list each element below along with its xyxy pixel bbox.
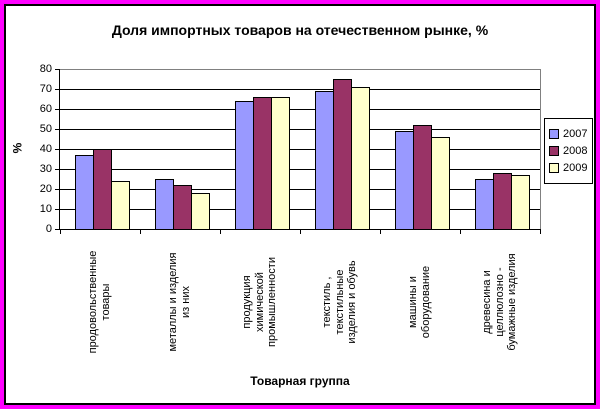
bar-2009-group2 [191, 193, 210, 230]
y-tick-label-60: 60 [39, 103, 52, 115]
legend-item-2007: 2007 [549, 128, 592, 140]
legend-swatch-2007 [549, 129, 559, 139]
y-tick-mark-20 [55, 189, 59, 190]
y-tick-mark-30 [55, 169, 59, 170]
gridline-70 [60, 89, 540, 90]
x-tick-mark-6 [540, 230, 541, 234]
bar-2009-group6 [511, 175, 530, 230]
bar-2007-group1 [75, 155, 94, 230]
y-tick-label-50: 50 [39, 123, 52, 135]
y-tick-mark-0 [55, 229, 59, 230]
x-axis-line [59, 229, 541, 230]
y-tick-mark-10 [55, 209, 59, 210]
category-label-3: продукция химической промышленности [240, 257, 279, 347]
chart-title: Доля импортных товаров на отечественном … [111, 22, 489, 38]
bar-2008-group6 [493, 173, 512, 230]
gridline-50 [60, 129, 540, 130]
y-tick-mark-70 [55, 89, 59, 90]
gridline-10 [60, 209, 540, 210]
plot-border-top [60, 69, 540, 70]
y-tick-mark-40 [55, 149, 59, 150]
category-label-1: продовольственные товары [87, 250, 112, 354]
bar-2007-group6 [475, 179, 494, 230]
x-tick-mark-3 [300, 230, 301, 234]
bar-2007-group4 [315, 91, 334, 230]
y-tick-label-0: 0 [45, 223, 52, 235]
gridline-20 [60, 189, 540, 190]
y-tick-mark-80 [55, 69, 59, 70]
y-tick-label-80: 80 [39, 63, 52, 75]
bar-2009-group5 [431, 137, 450, 230]
x-tick-mark-5 [460, 230, 461, 234]
category-label-6: древесина и целлюлозно - бумажные издели… [480, 253, 519, 351]
bar-2007-group5 [395, 131, 414, 230]
bar-2009-group1 [111, 181, 130, 230]
category-label-2: металлы и изделия из них [167, 252, 192, 352]
y-tick-label-20: 20 [39, 183, 52, 195]
bar-2007-group3 [235, 101, 254, 230]
x-tick-mark-0 [60, 230, 61, 234]
gridline-30 [60, 169, 540, 170]
x-axis-title: Товарная группа [250, 374, 350, 388]
gridline-60 [60, 109, 540, 110]
y-tick-label-70: 70 [39, 83, 52, 95]
y-tick-label-30: 30 [39, 163, 52, 175]
bar-2007-group2 [155, 179, 174, 230]
bar-2009-group3 [271, 97, 290, 230]
legend-label-2009: 2009 [563, 162, 588, 174]
category-label-5: машины и оборудование [407, 265, 432, 339]
legend-label-2007: 2007 [563, 128, 588, 140]
legend-swatch-2009 [549, 163, 559, 173]
bar-2008-group4 [333, 79, 352, 230]
bar-2008-group2 [173, 185, 192, 230]
legend-swatch-2008 [549, 146, 559, 156]
bar-2009-group4 [351, 87, 370, 230]
y-axis-title: % [10, 142, 25, 154]
legend-item-2008: 2008 [549, 145, 592, 157]
category-label-4: текстиль , текстильные изделия и обувь [320, 260, 359, 344]
plot-border-right [540, 69, 541, 229]
y-tick-mark-50 [55, 129, 59, 130]
legend-label-2008: 2008 [563, 145, 588, 157]
bar-2008-group5 [413, 125, 432, 230]
y-tick-label-10: 10 [39, 203, 52, 215]
legend-item-2009: 2009 [549, 162, 592, 174]
x-tick-mark-4 [380, 230, 381, 234]
bar-2008-group1 [93, 149, 112, 230]
y-tick-mark-60 [55, 109, 59, 110]
legend: 2007 2008 2009 [544, 118, 593, 184]
x-tick-mark-2 [220, 230, 221, 234]
bar-2008-group3 [253, 97, 272, 230]
y-axis-line [59, 69, 60, 230]
y-tick-label-40: 40 [39, 143, 52, 155]
gridline-40 [60, 149, 540, 150]
x-tick-mark-1 [140, 230, 141, 234]
